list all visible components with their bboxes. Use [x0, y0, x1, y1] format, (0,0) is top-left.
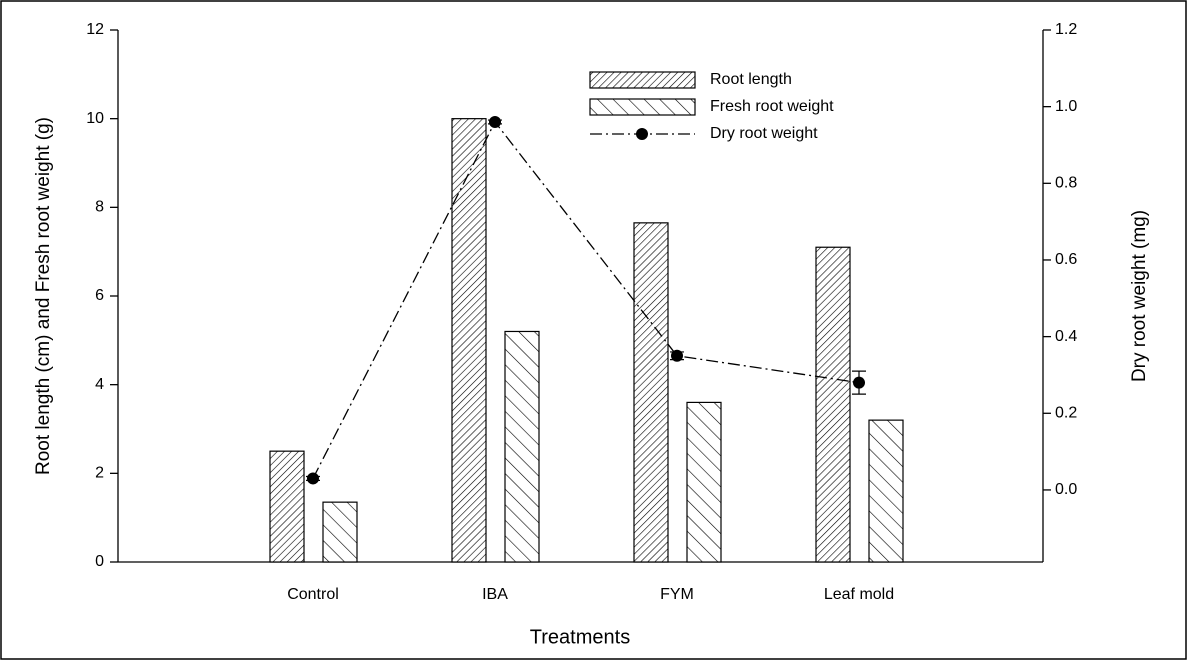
y2-tick-label: 1.2	[1055, 21, 1077, 38]
point	[853, 376, 865, 389]
y-tick-label: 6	[95, 287, 104, 304]
legend-swatch	[589, 98, 696, 116]
y-tick-label: 12	[86, 21, 104, 38]
y2-tick-label: 0.8	[1055, 175, 1077, 192]
point	[489, 115, 501, 128]
y2-tick-label: 0.6	[1055, 251, 1077, 268]
y-tick-label: 10	[86, 110, 104, 127]
legend-label: Root length	[710, 71, 792, 88]
y-tick-label: 8	[95, 199, 104, 216]
bar	[504, 330, 540, 563]
bar	[686, 401, 722, 563]
line	[312, 120, 860, 479]
bar	[322, 501, 358, 563]
point	[307, 472, 319, 485]
y-tick-label: 0	[95, 553, 104, 570]
y-axis-title: Root length (cm) and Fresh root weight (…	[33, 117, 54, 475]
x-tick-label: FYM	[660, 586, 694, 603]
legend-swatch	[589, 71, 696, 89]
bar	[868, 419, 904, 563]
y2-tick-label: 0.2	[1055, 405, 1077, 422]
x-tick-label: Leaf mold	[824, 586, 894, 603]
y-tick-label: 4	[95, 376, 104, 393]
x-tick-label: IBA	[482, 586, 508, 603]
legend-label: Fresh root weight	[710, 98, 834, 115]
y2-tick-label: 0.0	[1055, 481, 1077, 498]
x-tick-label: Control	[287, 586, 339, 603]
y2-tick-label: 0.4	[1055, 328, 1077, 345]
y-tick-label: 2	[95, 465, 104, 482]
bar	[269, 450, 305, 563]
bar	[451, 118, 487, 563]
legend-label: Dry root weight	[710, 125, 818, 142]
bar	[815, 246, 851, 563]
x-axis-title: Treatments	[530, 626, 630, 648]
y2-axis-title: Dry root weight (mg)	[1129, 210, 1150, 382]
y2-tick-label: 1.0	[1055, 98, 1077, 115]
point	[671, 349, 683, 362]
bar	[633, 222, 669, 563]
legend-marker	[636, 128, 648, 140]
